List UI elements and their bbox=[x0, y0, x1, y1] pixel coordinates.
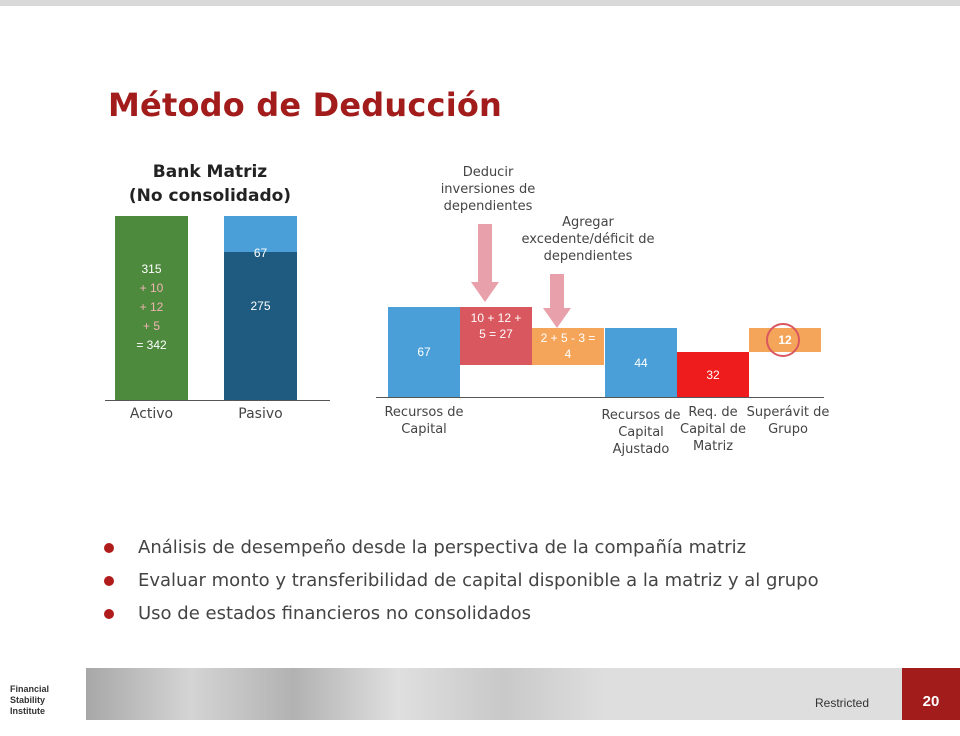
footer-photo bbox=[86, 668, 606, 720]
down-arrow-shaft bbox=[478, 224, 492, 284]
pasivo-segment-label: 67 bbox=[253, 246, 268, 260]
fsi-logo: Financial Stability Institute bbox=[10, 684, 80, 717]
highlight-circle bbox=[766, 323, 800, 357]
top-bar bbox=[0, 0, 960, 6]
waterfall-bar-label: 44 bbox=[634, 355, 648, 370]
bar-activo bbox=[115, 216, 188, 400]
restricted-label: Restricted bbox=[815, 696, 870, 710]
bank-axis-label: Activo bbox=[129, 406, 174, 422]
annotation-text: Deducir inversiones de dependientes bbox=[440, 165, 536, 214]
bank-baseline bbox=[105, 400, 330, 401]
bank-title-line1: Bank Matriz bbox=[152, 162, 268, 182]
bar-pasivo-segment bbox=[224, 216, 297, 253]
waterfall-bar bbox=[388, 307, 460, 397]
bullet-list: Análisis de desempeño desde la perspecti… bbox=[104, 536, 824, 635]
bullet-text: Uso de estados financieros no consolidad… bbox=[138, 603, 531, 624]
activo-label-line: 315 bbox=[141, 262, 162, 276]
down-arrow-head bbox=[543, 308, 571, 328]
page-title: Método de Deducción bbox=[108, 86, 503, 124]
logo-line1: Financial Stability bbox=[10, 684, 50, 705]
bank-chart-title: Bank Matriz (No consolidado) bbox=[105, 160, 315, 208]
waterfall-bar bbox=[532, 328, 604, 365]
bullet-item: Análisis de desempeño desde la perspecti… bbox=[104, 536, 824, 560]
waterfall-bar bbox=[677, 352, 749, 397]
bank-axis-label: Pasivo bbox=[238, 406, 283, 422]
activo-label-line: + 10 bbox=[139, 281, 164, 295]
bullet-dot bbox=[104, 576, 114, 586]
bullet-item: Evaluar monto y transferibilidad de capi… bbox=[104, 569, 824, 593]
bar-pasivo-segment bbox=[224, 252, 297, 400]
bullet-text: Evaluar monto y transferibilidad de capi… bbox=[138, 570, 819, 591]
annotation-text: Agregar excedente/déficit de dependiente… bbox=[521, 215, 655, 264]
bullet-dot bbox=[104, 543, 114, 553]
waterfall-bar bbox=[460, 307, 532, 365]
waterfall-category-label: Superávit de Grupo bbox=[746, 405, 830, 437]
activo-label-line: + 12 bbox=[139, 300, 164, 314]
activo-label-line: + 5 bbox=[142, 319, 160, 333]
bank-title-line2: (No consolidado) bbox=[128, 186, 292, 206]
bullet-item: Uso de estados financieros no consolidad… bbox=[104, 602, 824, 626]
waterfall-category-label: Recursos de Capital bbox=[384, 405, 464, 437]
bullet-dot bbox=[104, 609, 114, 619]
down-arrow-head bbox=[471, 282, 499, 302]
waterfall-baseline bbox=[376, 397, 824, 398]
waterfall-bar-label: 2 + 5 - 3 = 4 bbox=[540, 331, 596, 361]
down-arrow-shaft bbox=[550, 274, 564, 310]
waterfall-bar-label: 32 bbox=[706, 367, 720, 382]
waterfall-bar bbox=[605, 328, 677, 397]
logo-line2: Institute bbox=[10, 706, 45, 716]
pasivo-segment-label: 275 bbox=[250, 299, 271, 314]
waterfall-bar-label: 67 bbox=[417, 345, 431, 359]
waterfall-category-label: Req. de Capital de Matriz bbox=[680, 405, 746, 454]
bullet-text: Análisis de desempeño desde la perspecti… bbox=[138, 537, 747, 558]
waterfall-category-label: Recursos de Capital Ajustado bbox=[601, 408, 681, 457]
activo-label-line: = 342 bbox=[136, 338, 167, 352]
page-number: 20 bbox=[902, 668, 960, 720]
waterfall-bar-label: 10 + 12 + 5 = 27 bbox=[470, 311, 522, 341]
